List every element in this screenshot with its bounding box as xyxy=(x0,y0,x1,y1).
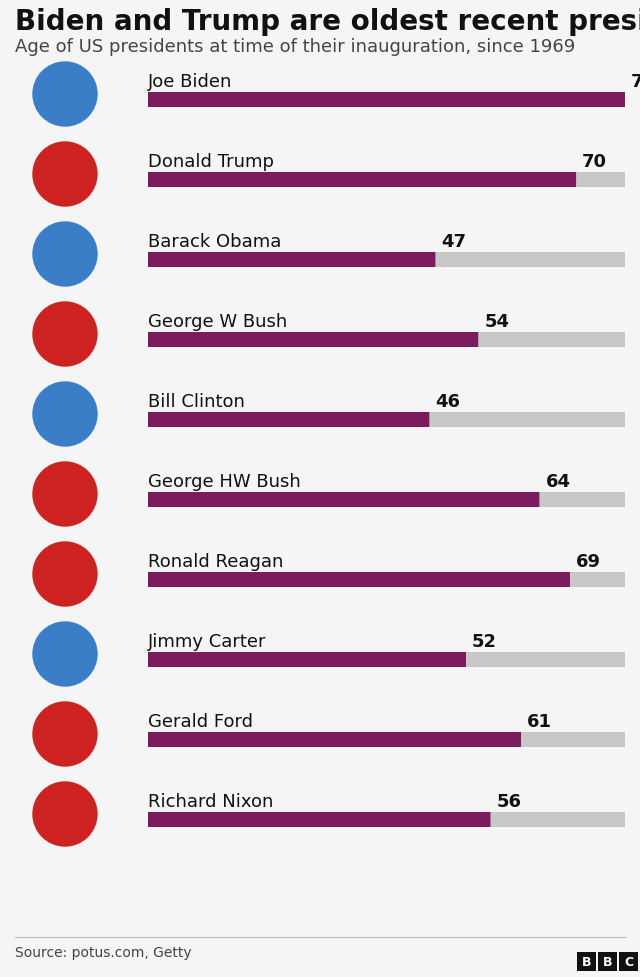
Circle shape xyxy=(33,63,97,127)
FancyBboxPatch shape xyxy=(148,732,521,747)
Text: Source: potus.com, Getty: Source: potus.com, Getty xyxy=(15,945,191,959)
FancyBboxPatch shape xyxy=(148,253,625,268)
Text: Gerald Ford: Gerald Ford xyxy=(148,712,253,730)
Circle shape xyxy=(33,702,97,766)
Circle shape xyxy=(33,303,97,366)
Text: C: C xyxy=(624,956,633,968)
Text: Barack Obama: Barack Obama xyxy=(148,233,282,251)
Circle shape xyxy=(33,223,97,286)
Text: 46: 46 xyxy=(435,393,460,410)
Circle shape xyxy=(33,462,97,527)
Text: B: B xyxy=(603,956,612,968)
FancyBboxPatch shape xyxy=(148,653,466,667)
Text: 61: 61 xyxy=(527,712,552,730)
Text: George W Bush: George W Bush xyxy=(148,313,287,330)
Text: Joe Biden: Joe Biden xyxy=(148,73,232,91)
FancyBboxPatch shape xyxy=(148,93,625,107)
Text: 54: 54 xyxy=(484,313,509,330)
FancyBboxPatch shape xyxy=(148,653,625,667)
Text: 56: 56 xyxy=(497,792,522,810)
Circle shape xyxy=(33,783,97,846)
FancyBboxPatch shape xyxy=(148,253,435,268)
FancyBboxPatch shape xyxy=(148,412,625,428)
FancyBboxPatch shape xyxy=(148,812,490,828)
FancyBboxPatch shape xyxy=(148,492,540,507)
Text: Ronald Reagan: Ronald Reagan xyxy=(148,552,284,571)
FancyBboxPatch shape xyxy=(577,952,596,971)
Text: 52: 52 xyxy=(472,632,497,651)
Circle shape xyxy=(33,622,97,686)
Text: Bill Clinton: Bill Clinton xyxy=(148,393,245,410)
FancyBboxPatch shape xyxy=(148,812,625,828)
FancyBboxPatch shape xyxy=(148,173,625,188)
FancyBboxPatch shape xyxy=(148,573,570,587)
Text: 70: 70 xyxy=(582,152,607,171)
FancyBboxPatch shape xyxy=(148,93,625,107)
Text: Jimmy Carter: Jimmy Carter xyxy=(148,632,266,651)
Text: 69: 69 xyxy=(576,552,601,571)
FancyBboxPatch shape xyxy=(148,492,625,507)
Text: Richard Nixon: Richard Nixon xyxy=(148,792,273,810)
FancyBboxPatch shape xyxy=(148,332,478,348)
FancyBboxPatch shape xyxy=(148,573,625,587)
FancyBboxPatch shape xyxy=(148,332,625,348)
Text: 47: 47 xyxy=(442,233,467,251)
Text: B: B xyxy=(582,956,591,968)
Text: George HW Bush: George HW Bush xyxy=(148,473,301,490)
FancyBboxPatch shape xyxy=(148,732,625,747)
FancyBboxPatch shape xyxy=(598,952,617,971)
Circle shape xyxy=(33,143,97,207)
Text: Donald Trump: Donald Trump xyxy=(148,152,274,171)
Text: 78 years old: 78 years old xyxy=(631,73,640,91)
FancyBboxPatch shape xyxy=(148,173,576,188)
Text: Biden and Trump are oldest recent presidents: Biden and Trump are oldest recent presid… xyxy=(15,8,640,36)
FancyBboxPatch shape xyxy=(619,952,638,971)
Circle shape xyxy=(33,383,97,446)
Text: Age of US presidents at time of their inauguration, since 1969: Age of US presidents at time of their in… xyxy=(15,38,575,56)
FancyBboxPatch shape xyxy=(148,412,429,428)
Text: 64: 64 xyxy=(545,473,570,490)
Circle shape xyxy=(33,542,97,607)
